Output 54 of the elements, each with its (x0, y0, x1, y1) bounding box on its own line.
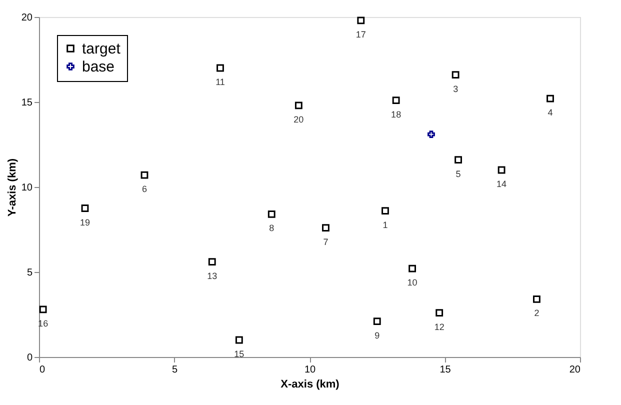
point (533, 295, 540, 303)
point (454, 156, 462, 164)
point (294, 102, 302, 110)
point (392, 96, 400, 104)
annotation: 11 (216, 77, 225, 87)
point (235, 336, 243, 344)
y-tick-label: 5 (26, 268, 33, 278)
x-tick-label: 5 (172, 364, 178, 376)
point (357, 16, 365, 24)
point (382, 207, 389, 215)
point (546, 94, 554, 102)
y-tick-label: 0 (26, 352, 33, 364)
annotation: 6 (142, 184, 148, 194)
annotation: 18 (391, 109, 402, 120)
annotation: 5 (456, 168, 461, 179)
annotation: 12 (434, 322, 444, 332)
annotation: 10 (407, 278, 418, 288)
annotation: 2 (534, 308, 540, 318)
annotation: 4 (548, 108, 553, 118)
point (322, 224, 330, 232)
point (408, 264, 416, 272)
annotation: 14 (496, 179, 507, 189)
point (39, 306, 47, 314)
annotation: 20 (294, 114, 304, 124)
point (373, 318, 381, 326)
annotation: 19 (80, 217, 90, 228)
point (498, 166, 506, 174)
x-tick-label: 10 (304, 364, 316, 376)
point (208, 258, 216, 266)
annotation: 3 (453, 84, 458, 94)
point (216, 64, 224, 72)
annotation: 17 (356, 29, 366, 40)
point (81, 204, 89, 212)
annotation: 1 (382, 220, 388, 230)
legend-label: base (82, 58, 115, 76)
y-tick-label: 10 (21, 182, 33, 194)
annotation: 7 (323, 236, 328, 247)
x-tick-label: 0 (40, 364, 46, 376)
annotation: 15 (234, 349, 244, 359)
x-tick-label: 20 (569, 364, 581, 376)
point (436, 309, 444, 317)
x-axis-title: X-axis (km) (280, 378, 340, 390)
x-tick-label: 15 (440, 364, 452, 376)
annotation: 8 (269, 223, 274, 234)
legend-label: target (82, 40, 122, 58)
y-tick-label: 20 (21, 12, 33, 24)
y-axis-title: Y-axis (km) (6, 158, 18, 217)
annotation: 9 (374, 330, 380, 340)
point (428, 130, 435, 138)
annotation: 13 (207, 270, 218, 281)
point (452, 71, 460, 79)
point (268, 210, 276, 218)
y-tick-label: 15 (21, 98, 33, 108)
point (140, 171, 148, 179)
